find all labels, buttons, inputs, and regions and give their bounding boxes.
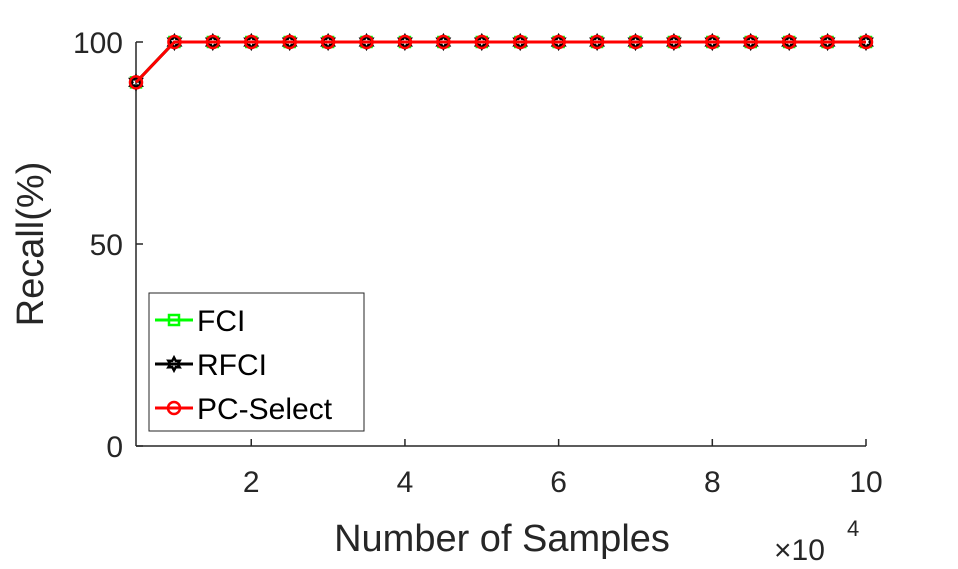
data-point bbox=[858, 34, 874, 50]
data-point bbox=[436, 34, 451, 50]
legend-entry: PC-Select bbox=[155, 393, 333, 426]
data-point bbox=[666, 34, 682, 50]
x-axis-label: Number of Samples bbox=[334, 518, 670, 560]
legend-entry: RFCI bbox=[155, 349, 267, 382]
data-point bbox=[628, 34, 643, 50]
data-point bbox=[282, 34, 297, 50]
y-tick-label: 50 bbox=[90, 229, 123, 262]
data-point bbox=[397, 34, 413, 50]
data-point bbox=[512, 34, 528, 50]
plot-area: 2 4 6 8 10 0 50 100 bbox=[73, 27, 883, 499]
y-tick-label: 0 bbox=[106, 431, 123, 464]
data-point bbox=[320, 34, 336, 50]
data-point bbox=[820, 34, 835, 50]
legend-entries: FCI RFCI PC-Select bbox=[155, 305, 333, 426]
series-layer bbox=[128, 32, 874, 92]
legend: FCI RFCI PC-Select bbox=[148, 292, 365, 432]
data-point bbox=[781, 34, 797, 50]
x-tick-label: 6 bbox=[550, 466, 567, 499]
series-fci bbox=[129, 35, 873, 89]
data-point bbox=[705, 34, 720, 50]
data-point bbox=[167, 34, 182, 50]
x-tick-label: 4 bbox=[397, 466, 414, 499]
x-tick-label: 8 bbox=[704, 466, 721, 499]
legend-marker bbox=[167, 313, 181, 327]
legend-marker bbox=[166, 354, 182, 374]
data-point bbox=[743, 34, 758, 50]
legend-label: PC-Select bbox=[197, 393, 333, 426]
legend-entry: FCI bbox=[155, 305, 245, 338]
series-rfci bbox=[128, 32, 874, 92]
data-point bbox=[359, 34, 374, 50]
data-point bbox=[589, 34, 605, 50]
data-point bbox=[551, 34, 566, 50]
data-point bbox=[128, 75, 144, 90]
legend-label: RFCI bbox=[197, 349, 267, 382]
y-axis-label: Recall(%) bbox=[10, 162, 52, 327]
y-ticks: 0 50 100 bbox=[73, 27, 143, 464]
legend-marker bbox=[166, 400, 182, 416]
data-point bbox=[474, 34, 490, 50]
y-tick-label: 100 bbox=[73, 27, 123, 60]
series-pc-select bbox=[128, 34, 874, 90]
x-exponent-base: ×10 bbox=[774, 534, 825, 567]
x-exponent-power: 4 bbox=[847, 516, 859, 541]
data-point bbox=[244, 34, 259, 50]
data-point bbox=[205, 34, 221, 50]
legend-label: FCI bbox=[197, 305, 245, 338]
x-tick-label: 10 bbox=[849, 466, 882, 499]
x-ticks: 2 4 6 8 10 bbox=[243, 439, 883, 499]
x-exponent-label: ×10 4 bbox=[774, 516, 859, 567]
x-tick-label: 2 bbox=[243, 466, 260, 499]
